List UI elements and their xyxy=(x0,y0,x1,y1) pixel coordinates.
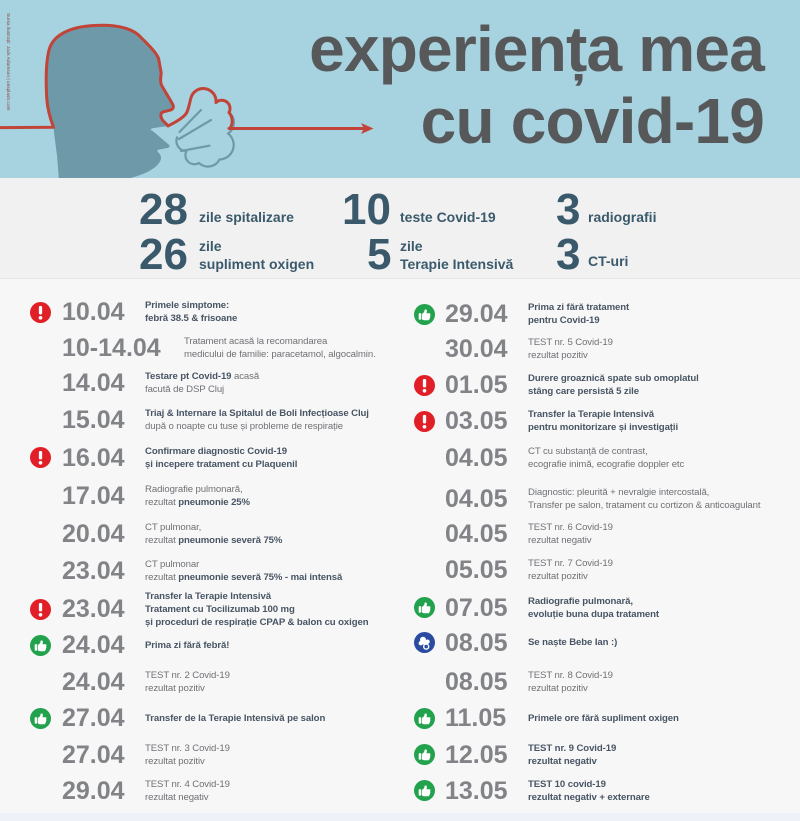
svg-text:Sursa ilustrații: Jack Adamson: Sursa ilustrații: Jack Adamson | unsplas… xyxy=(5,13,11,111)
svg-text:experiența mea: experiența mea xyxy=(309,13,765,86)
svg-text:cu covid-19: cu covid-19 xyxy=(421,85,764,157)
